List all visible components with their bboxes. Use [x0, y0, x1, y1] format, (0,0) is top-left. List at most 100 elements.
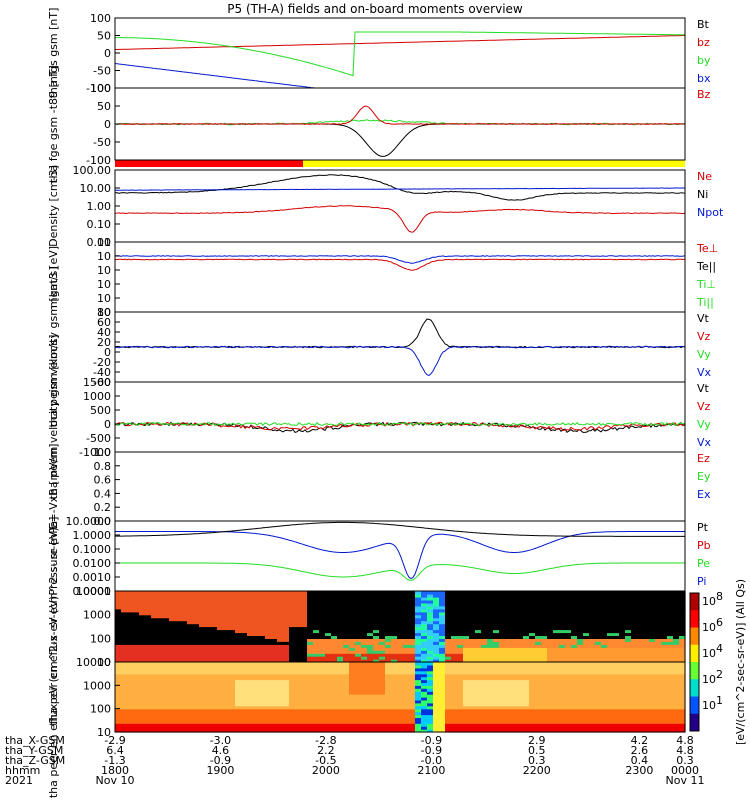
spectro-cell: [163, 647, 170, 651]
spectro-cell: [541, 617, 548, 622]
spectro-cell: [187, 688, 194, 692]
spectro-cell: [217, 685, 224, 689]
spectro-cell: [139, 596, 146, 601]
spectro-cell: [601, 591, 608, 595]
spectro-cell: [559, 664, 566, 669]
spectro-cell: [517, 708, 524, 713]
spectro-cell: [469, 711, 476, 716]
spectro-cell: [313, 679, 320, 683]
spectro-cell: [229, 659, 236, 663]
spectro-cell: [139, 620, 146, 625]
spectro-cell: [241, 632, 248, 636]
spectro-cell: [517, 626, 524, 631]
spectro-cell: [577, 717, 584, 721]
spectro-cell: [649, 667, 656, 672]
spectro-cell: [373, 641, 380, 645]
spectro-cell: [487, 699, 494, 704]
spectro-cell: [343, 662, 350, 666]
spectro-cell: [205, 617, 212, 622]
spectro-cell: [127, 662, 134, 666]
spectro-cell: [295, 644, 302, 648]
spectro-cell: [241, 638, 248, 642]
spectro-cell: [655, 688, 662, 692]
spectro-cell: [205, 611, 212, 616]
spectro-cell: [331, 653, 338, 657]
spectro-cell: [265, 632, 272, 636]
spectro-cell: [289, 679, 296, 683]
spectro-cell: [403, 717, 410, 721]
spectro-cell: [487, 679, 494, 683]
spectro-cell: [463, 620, 470, 625]
spectro-cell: [151, 662, 158, 666]
spectro-cell: [265, 641, 272, 645]
spectro-cell: [613, 705, 620, 710]
spectro-cell: [253, 699, 260, 704]
spectro-cell: [163, 694, 170, 698]
spectro-cell: [289, 726, 296, 730]
spectro-cell: [535, 626, 542, 631]
spectro-cell: [541, 591, 548, 595]
spectro-cell: [517, 594, 524, 598]
spectro-cell: [613, 670, 620, 675]
spectro-cell: [673, 729, 680, 733]
spectro-cell: [319, 629, 326, 634]
spectro-cell: [391, 638, 398, 642]
spectro-cell: [643, 676, 650, 681]
spectro-cell: [637, 694, 644, 698]
spectro-cell: [391, 632, 398, 636]
spectro-cell: [493, 650, 500, 654]
spectro-cell: [451, 638, 458, 642]
spectro-cell: [547, 662, 554, 666]
spectro-cell: [673, 614, 680, 619]
colorbar-tick: 10: [702, 595, 716, 608]
spectro-cell: [373, 685, 380, 689]
spectro-cell: [679, 676, 686, 681]
spectro-cell: [283, 638, 290, 642]
spectro-cell: [271, 629, 278, 634]
spectro-cell: [343, 664, 350, 669]
spectro-cell: [511, 694, 518, 698]
spectro-cell: [169, 705, 176, 710]
spectro-cell: [121, 629, 128, 634]
spectro-cell: [643, 605, 650, 610]
spectro-cell: [127, 682, 134, 686]
spectro-cell: [427, 691, 434, 695]
spectro-cell: [481, 673, 488, 678]
spectro-cell: [661, 653, 668, 657]
spectro-cell: [259, 726, 266, 730]
spectro-cell: [163, 626, 170, 631]
spectro-cell: [391, 694, 398, 698]
spectro-cell: [529, 656, 536, 660]
spectro-cell: [535, 673, 542, 678]
spectro-cell: [487, 623, 494, 628]
spectro-cell: [265, 714, 272, 718]
spectro-cell: [277, 691, 284, 695]
spectro-cell: [259, 602, 266, 607]
spectro-cell: [313, 638, 320, 642]
spectro-cell: [283, 694, 290, 698]
spectro-cell: [265, 605, 272, 610]
spectro-cell: [553, 605, 560, 610]
spectro-cell: [451, 676, 458, 681]
spectro-cell: [427, 644, 434, 648]
spectro-cell: [391, 644, 398, 648]
spectro-cell: [241, 594, 248, 598]
spectro-cell: [499, 647, 506, 651]
spectro-cell: [145, 591, 152, 595]
spectro-cell: [457, 711, 464, 716]
spectro-cell: [337, 594, 344, 598]
spectro-cell: [403, 641, 410, 645]
spectro-cell: [313, 664, 320, 669]
spectro-cell: [481, 635, 488, 639]
spectro-cell: [631, 623, 638, 628]
spectro-cell: [601, 596, 608, 601]
spectro-cell: [577, 708, 584, 713]
spectro-cell: [235, 685, 242, 689]
spectro-cell: [469, 705, 476, 710]
spectro-cell: [679, 591, 686, 595]
spectro-cell: [325, 656, 332, 660]
spectro-cell: [535, 641, 542, 645]
spectro-cell: [667, 685, 674, 689]
spectro-cell: [355, 682, 362, 686]
spectro-cell: [397, 697, 404, 701]
